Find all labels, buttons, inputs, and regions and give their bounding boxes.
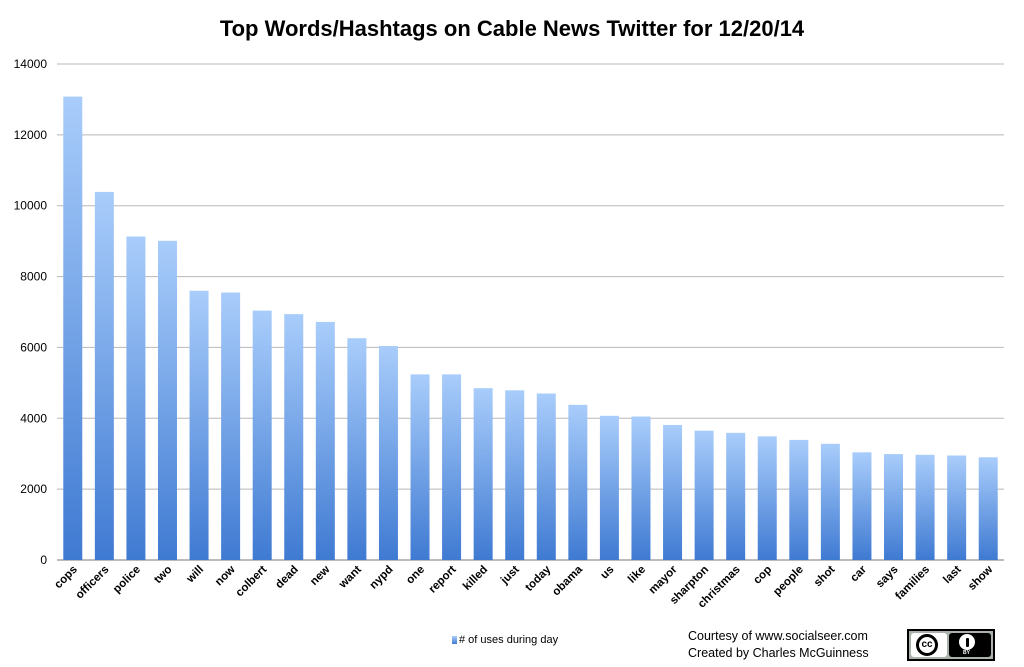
x-tick-label: cop [751, 564, 774, 587]
bar-dead [284, 314, 304, 560]
y-axis-tick-labels: 0 2000 4000 6000 8000 10000 12000 14000 [14, 57, 48, 567]
x-tick-label: today [523, 563, 554, 594]
bar-one [410, 374, 430, 560]
y-tick-label: 4000 [20, 411, 47, 425]
x-tick-label: just [498, 564, 522, 588]
x-tick-label: obama [550, 563, 585, 598]
bar-mayor [663, 425, 683, 560]
bar-says [884, 454, 904, 560]
y-tick-label: 2000 [20, 482, 47, 496]
x-tick-label: new [308, 564, 332, 588]
bar-car [852, 452, 872, 560]
credits: Courtesy of www.socialseer.com Created b… [688, 628, 869, 662]
x-tick-label: cops [52, 564, 79, 591]
bar-report [442, 374, 462, 560]
credit-line-source: Courtesy of www.socialseer.com [688, 629, 868, 643]
bar-like [631, 416, 651, 560]
x-tick-label: says [874, 564, 901, 591]
bar-police [126, 236, 146, 560]
y-tick-label: 6000 [20, 340, 47, 354]
x-tick-label: two [152, 564, 174, 586]
creative-commons-by-icon: cc BY [907, 629, 995, 661]
bar-new [315, 321, 335, 560]
bar-obama [568, 404, 588, 560]
bar-nypd [378, 346, 398, 560]
x-tick-label: car [848, 563, 869, 584]
chart-title: Top Words/Hashtags on Cable News Twitter… [219, 16, 805, 41]
bar-shot [820, 443, 840, 560]
x-tick-label: police [111, 564, 143, 596]
y-tick-label: 0 [40, 553, 47, 567]
bar-colbert [252, 310, 272, 560]
x-tick-label: colbert [234, 564, 270, 600]
x-tick-label: people [771, 564, 806, 599]
x-tick-label: will [184, 564, 206, 586]
bar-last [947, 455, 967, 560]
bar-killed [473, 388, 493, 560]
x-tick-label: one [404, 564, 427, 587]
bar-show [978, 457, 998, 560]
attribution-icon [959, 634, 975, 650]
x-tick-label: report [427, 564, 459, 596]
x-tick-label: killed [461, 564, 490, 593]
bars [63, 96, 998, 560]
legend: # of uses during day [452, 634, 558, 646]
cc-icon: cc [916, 634, 938, 656]
x-tick-label: show [966, 564, 995, 593]
bar-sharpton [694, 430, 714, 560]
bar-officers [94, 191, 114, 560]
bar-now [221, 292, 241, 560]
bar-us [599, 415, 619, 560]
bar-two [157, 240, 177, 560]
x-tick-label: last [941, 564, 964, 587]
x-tick-label: like [626, 564, 648, 586]
legend-label: # of uses during day [459, 634, 559, 646]
bar-will [189, 290, 209, 560]
bar-cops [63, 96, 83, 560]
legend-swatch [452, 636, 457, 644]
bar-today [536, 393, 556, 560]
by-label: BY [963, 650, 970, 656]
credit-line-author: Created by Charles McGuinness [688, 646, 869, 660]
bar-just [505, 390, 525, 560]
x-tick-label: families [893, 564, 932, 603]
bar-christmas [726, 432, 746, 560]
bar-families [915, 454, 935, 560]
x-tick-label: want [336, 564, 364, 592]
x-tick-label: nypd [368, 564, 396, 592]
x-tick-label: dead [273, 564, 300, 591]
x-tick-label: shot [812, 564, 838, 590]
x-tick-label: now [213, 564, 238, 589]
y-tick-label: 10000 [14, 199, 48, 213]
bar-want [347, 338, 367, 560]
bar-cop [757, 436, 777, 560]
x-tick-label: officers [74, 564, 112, 602]
bar-people [789, 439, 809, 560]
y-tick-label: 8000 [20, 270, 47, 284]
y-tick-label: 14000 [14, 57, 48, 71]
y-tick-label: 12000 [14, 128, 48, 142]
x-tick-label: us [599, 564, 617, 582]
gridlines [57, 63, 1004, 561]
